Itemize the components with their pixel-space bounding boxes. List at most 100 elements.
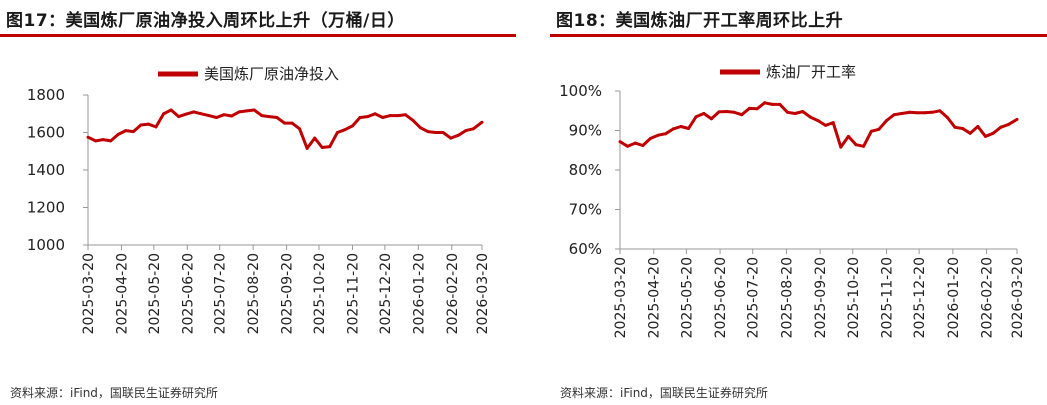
chart-title: 图18：美国炼油厂开工率周环比上升 — [556, 11, 844, 31]
data-point — [786, 110, 789, 114]
source-note: 资料来源：iFind，国联民生证券研究所 — [10, 386, 218, 400]
data-point — [290, 121, 294, 125]
data-point — [366, 115, 370, 119]
data-point — [953, 125, 957, 129]
data-point — [984, 134, 987, 138]
data-point — [343, 128, 347, 132]
data-point — [154, 125, 158, 129]
data-point — [885, 119, 888, 123]
data-point — [831, 121, 835, 125]
data-point — [778, 102, 782, 106]
data-point — [641, 144, 645, 147]
x-tick-label: 2025-08-20 — [246, 253, 262, 334]
title-underline — [550, 34, 1047, 37]
data-point — [252, 108, 256, 112]
data-point — [679, 125, 683, 128]
data-point — [999, 125, 1003, 129]
data-point — [192, 110, 196, 114]
data-point — [725, 110, 729, 113]
data-point — [816, 119, 820, 123]
data-point — [351, 124, 354, 128]
data-point — [328, 145, 332, 149]
data-point — [305, 146, 309, 150]
y-tick-label: 1200 — [27, 199, 65, 217]
data-point — [109, 139, 113, 143]
data-point — [237, 110, 241, 114]
data-point — [116, 132, 120, 136]
y-tick-label: 90% — [569, 122, 602, 140]
legend: 炼油厂开工率 — [720, 63, 856, 81]
data-point — [702, 112, 706, 115]
data-point — [124, 129, 128, 133]
data-point — [320, 146, 324, 149]
data-point — [671, 127, 675, 131]
data-point — [854, 143, 858, 147]
data-point — [633, 141, 637, 145]
data-point — [101, 138, 105, 142]
data-point — [869, 129, 873, 133]
x-tick-label: 2026-03-20 — [1010, 257, 1026, 338]
line-chart-utilization-rate: 炼油厂开工率 60% 70% 80% 90% 100% 2025-03-20 2025-04-… — [559, 63, 1026, 338]
data-point — [199, 112, 203, 116]
x-tick-label: 2026-02-20 — [445, 253, 461, 334]
data-point — [139, 123, 143, 127]
data-point — [961, 127, 965, 130]
source-note: 资料来源：iFind，国联民生证券研究所 — [560, 386, 768, 400]
data-point — [207, 114, 211, 118]
data-point — [732, 110, 736, 114]
legend-label: 美国炼厂原油净投入 — [204, 65, 339, 83]
x-tick-label: 2025-09-20 — [813, 257, 829, 338]
y-tick-label: 1000 — [27, 236, 65, 254]
data-point — [335, 131, 339, 134]
data-point — [1015, 117, 1019, 121]
data-point — [656, 133, 660, 137]
data-point — [245, 109, 249, 113]
x-tick-label: 2025-04-20 — [647, 257, 663, 338]
x-tick-label: 2025-10-20 — [312, 253, 328, 334]
x-tick-label: 2025-05-20 — [147, 253, 163, 334]
data-point — [419, 126, 422, 130]
data-point — [892, 113, 896, 117]
data-point — [793, 112, 797, 115]
data-point — [1006, 123, 1010, 127]
data-point — [426, 130, 430, 134]
data-point — [86, 135, 90, 139]
x-tick-label: 2025-12-20 — [912, 257, 928, 338]
legend: 美国炼厂原油净投入 — [158, 65, 339, 83]
data-point — [358, 116, 362, 119]
data-point — [388, 114, 392, 118]
data-point — [915, 111, 919, 115]
data-point — [184, 112, 188, 116]
data-point — [230, 114, 234, 118]
data-point — [755, 107, 759, 111]
chart-panel-refinery-input: 图17：美国炼厂原油净投入周环比上升（万桶/日） 美国炼厂原油净投入 1000 12… — [0, 0, 520, 405]
x-tick-label: 2025-05-20 — [679, 257, 695, 338]
x-tick-label: 2025-09-20 — [280, 253, 296, 334]
data-point — [877, 127, 881, 131]
y-tick-label: 100% — [559, 82, 602, 100]
x-tick-label: 2025-07-20 — [213, 253, 229, 334]
data-point — [839, 145, 843, 149]
data-point — [694, 115, 698, 119]
chart-title: 图17：美国炼厂原油净投入周环比上升（万桶/日） — [6, 11, 405, 31]
data-point — [968, 131, 972, 135]
data-point — [480, 120, 484, 124]
data-point — [801, 110, 805, 113]
data-point — [808, 115, 812, 119]
data-point — [824, 123, 828, 127]
data-point — [441, 131, 445, 134]
data-point — [945, 116, 949, 119]
x-tick-label: 2025-03-20 — [613, 257, 629, 338]
data-point — [146, 122, 150, 126]
x-tick-label: 2025-03-20 — [81, 253, 97, 334]
x-tick-label: 2025-11-20 — [345, 253, 361, 334]
data-point — [373, 112, 377, 116]
data-point — [403, 113, 407, 117]
data-point — [215, 116, 218, 119]
y-tick-label: 70% — [569, 201, 602, 219]
data-point — [900, 112, 904, 115]
data-point — [687, 127, 690, 130]
x-tick-label: 2025-06-20 — [180, 253, 196, 334]
data-point — [923, 111, 926, 115]
data-point — [396, 114, 400, 118]
